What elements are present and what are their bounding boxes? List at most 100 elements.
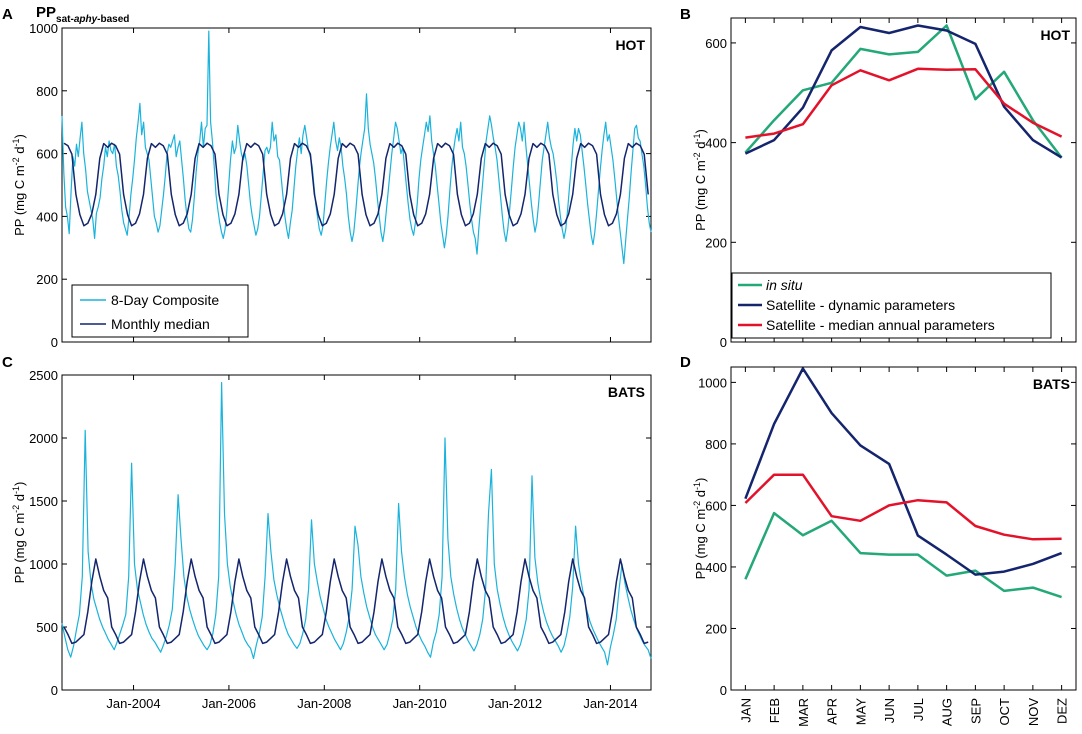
- legend-label-median: Satellite - median annual parameters: [766, 317, 995, 333]
- figure-title-sub-2: aphy: [74, 14, 98, 25]
- y-tick-label: 400: [36, 209, 58, 224]
- series-line-in-situ: [744, 511, 1062, 599]
- series-line-monthly-median: [63, 142, 649, 227]
- legend-label-monthly: Monthly median: [111, 316, 210, 332]
- y-tick-label: 2500: [29, 368, 58, 383]
- y-tick-label: 600: [705, 498, 727, 513]
- legend-label-composite: 8-Day Composite: [111, 292, 219, 308]
- plot-frame: [61, 27, 652, 343]
- series-line-8day-composite: [61, 30, 652, 265]
- figure-title-sub-1: sat-: [56, 14, 74, 25]
- y-tick-label: 800: [36, 84, 58, 99]
- series-line-monthly-median: [63, 558, 649, 645]
- y-tick-label: 400: [705, 136, 727, 151]
- x-tick-label-oct: OCT: [997, 698, 1012, 726]
- figure-title-sub-3: -based: [97, 14, 129, 25]
- y-label-exponent: -2: [11, 157, 21, 165]
- x-tick-label-may: MAY: [853, 698, 868, 726]
- site-label: BATS: [1033, 376, 1070, 392]
- y-label-exponent: -1: [11, 138, 21, 146]
- y-axis-label: PP (mg C m-2 d-1): [692, 478, 708, 580]
- x-tick-label-mar: MAR: [796, 698, 811, 727]
- y-label-part: ): [693, 478, 708, 482]
- y-label-exponent: -2: [692, 501, 702, 509]
- y-tick-label: 2000: [29, 431, 58, 446]
- panel-label-a: A: [2, 6, 13, 23]
- plot-frame: [61, 374, 652, 691]
- y-tick-label: 1500: [29, 494, 58, 509]
- y-label-part: d: [12, 494, 27, 505]
- legend-box: [731, 272, 1052, 339]
- y-label-part: d: [693, 141, 708, 152]
- y-label-part: ): [693, 129, 708, 133]
- y-axis-label: PP (mg C m-2 d-1): [11, 482, 27, 584]
- y-axis-label: PP (mg C m-2 d-1): [692, 129, 708, 231]
- y-label-exponent: -1: [11, 486, 21, 494]
- y-label-part: ): [12, 134, 27, 138]
- plot-frame: [730, 366, 1077, 691]
- y-label-exponent: -2: [11, 505, 21, 513]
- y-label-part: PP (mg C m: [693, 509, 708, 580]
- x-tick-label: Jan-2010: [393, 696, 447, 711]
- y-label-part: ): [12, 482, 27, 486]
- y-tick-label: 0: [51, 335, 58, 350]
- panel-label-c: C: [2, 354, 13, 371]
- y-tick-label: 200: [705, 621, 727, 636]
- legend-panel-b: in situ Satellite - dynamic parameters S…: [731, 272, 1052, 339]
- x-tick-label: Jan-2012: [488, 696, 542, 711]
- figure-title: PPsat-aphy-based: [36, 4, 129, 25]
- x-tick-label-feb: FEB: [767, 698, 782, 723]
- x-tick-label: Jan-2014: [583, 696, 637, 711]
- y-tick-label: 800: [705, 437, 727, 452]
- x-tick-label-aug: AUG: [940, 698, 955, 726]
- x-tick-label-sep: SEP: [968, 698, 983, 724]
- y-tick-label: 1000: [29, 557, 58, 572]
- y-label-exponent: -2: [692, 152, 702, 160]
- series-line-median-annual-parameters: [744, 473, 1062, 541]
- figure-title-main: PP: [36, 4, 56, 21]
- y-tick-label: 600: [36, 147, 58, 162]
- x-tick-label: Jan-2004: [106, 696, 160, 711]
- panel-b-hot-monthly: 0 200 400 600 PP (mg C m-2 d-1) HOT: [692, 17, 1077, 350]
- series-line-8day-composite: [61, 382, 652, 666]
- series-line-median-annual-parameters: [745, 67, 1063, 139]
- x-tick-label-jun: JUN: [882, 698, 897, 723]
- series-line-dynamic-parameters: [744, 367, 1063, 576]
- series-line-dynamic-parameters: [744, 24, 1063, 159]
- y-label-part: d: [12, 146, 27, 157]
- y-tick-label: 200: [705, 235, 727, 250]
- y-label-exponent: -1: [692, 133, 702, 141]
- y-label-part: PP (mg C m: [12, 513, 27, 584]
- y-tick-label: 400: [705, 560, 727, 575]
- panel-label-b: B: [680, 6, 691, 23]
- x-tick-label-dez: DEZ: [1055, 698, 1070, 724]
- y-label-part: PP (mg C m: [693, 160, 708, 231]
- y-tick-label: 600: [705, 36, 727, 51]
- x-tick-label-apr: APR: [825, 698, 840, 725]
- y-tick-label: 0: [720, 335, 727, 350]
- y-axis-label: PP (mg C m-2 d-1): [11, 134, 27, 236]
- x-tick-label-jul: JUL: [911, 698, 926, 721]
- y-label-part: PP (mg C m: [12, 165, 27, 236]
- y-label-part: d: [693, 490, 708, 501]
- series-line-in-situ: [744, 24, 1063, 159]
- legend-box: [71, 284, 249, 338]
- y-tick-label: 200: [36, 272, 58, 287]
- panel-label-d: D: [680, 354, 691, 371]
- panel-a-hot-timeseries: 0 200 400 600 800 1000 PP (mg C m-2 d-1) HOT: [11, 21, 652, 350]
- site-label: BATS: [608, 384, 645, 400]
- x-tick-label: Jan-2006: [202, 696, 256, 711]
- site-label: HOT: [1040, 27, 1070, 43]
- site-label: HOT: [615, 37, 645, 53]
- x-tick-label-nov: NOV: [1026, 698, 1041, 727]
- y-tick-label: 1000: [698, 375, 727, 390]
- y-tick-label: 1000: [29, 21, 58, 36]
- y-tick-label: 0: [51, 683, 58, 698]
- x-tick-label: Jan-2008: [297, 696, 351, 711]
- legend-label-insitu: in situ: [766, 277, 803, 293]
- y-tick-label: 0: [720, 683, 727, 698]
- legend-label-dynamic: Satellite - dynamic parameters: [766, 297, 955, 313]
- legend-panel-a: 8-Day Composite Monthly median: [71, 284, 249, 338]
- y-label-exponent: -1: [692, 482, 702, 490]
- plot-frame: [730, 17, 1077, 343]
